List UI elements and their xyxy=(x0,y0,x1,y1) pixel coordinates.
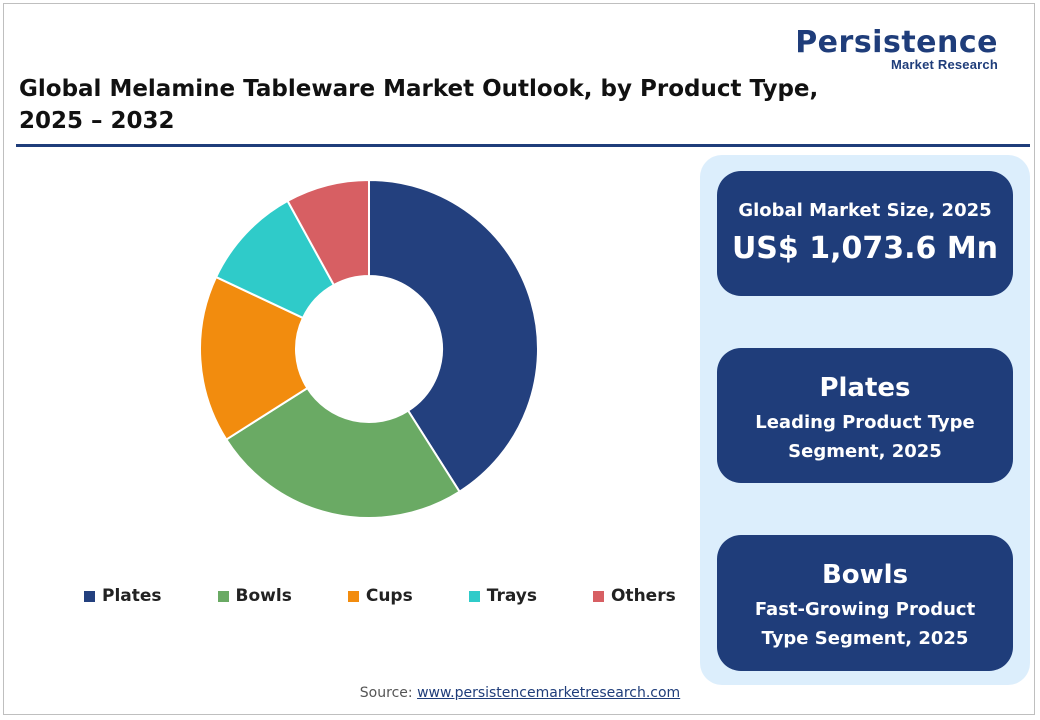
legend-swatch xyxy=(84,590,95,602)
fast-growing-desc-line1: Fast-Growing Product xyxy=(754,599,976,620)
legend-swatch xyxy=(468,590,480,602)
legend-label: Others xyxy=(610,586,676,606)
source-label: Source: xyxy=(359,685,413,701)
market-size-value: US$ 1,073.6 Mn xyxy=(731,231,999,266)
market-size-label: Global Market Size, 2025 xyxy=(738,200,992,221)
legend-swatch xyxy=(592,590,604,602)
legend-swatch xyxy=(347,590,359,602)
legend-label: Plates xyxy=(102,586,162,606)
source-link[interactable]: www.persistencemarketresearch.com xyxy=(417,685,681,701)
slice-others xyxy=(286,178,370,287)
logo-sub-text: Market Research xyxy=(890,57,998,72)
fast-growing-desc-line2: Type Segment, 2025 xyxy=(761,628,969,649)
leading-segment-desc: Leading Product Type Segment, 2025 xyxy=(717,408,1013,466)
legend-label: Trays xyxy=(486,586,537,606)
legend-swatch xyxy=(217,590,229,602)
chart-frame xyxy=(3,3,1035,715)
chart-legend: Plates Bowls Cups Trays Others xyxy=(84,584,676,608)
slice-cups xyxy=(199,275,309,441)
persistence-logo: Persistence Market Research xyxy=(795,25,998,73)
slice-bowls xyxy=(224,386,461,519)
chart-title: Global Melamine Tableware Market Outlook… xyxy=(19,76,819,134)
fast-growing-card: Bowls Fast-Growing Product Type Segment,… xyxy=(717,535,1013,671)
legend-label: Cups xyxy=(365,586,413,606)
fast-growing-desc: Fast-Growing Product Type Segment, 2025 xyxy=(717,595,1013,653)
logo-main-text: Persistence xyxy=(795,25,998,60)
source-note: Source: www.persistencemarketresearch.co… xyxy=(0,685,1040,701)
leading-segment-card: Plates Leading Product Type Segment, 202… xyxy=(717,348,1013,483)
legend-item-cups: Cups xyxy=(347,586,413,606)
leading-segment-desc-line1: Leading Product Type xyxy=(755,412,975,433)
legend-item-bowls: Bowls xyxy=(217,586,292,606)
donut-chart xyxy=(199,178,539,519)
legend-item-others: Others xyxy=(592,586,676,606)
fast-growing-name: Bowls xyxy=(821,560,909,590)
title-divider xyxy=(16,144,1030,147)
legend-item-trays: Trays xyxy=(468,586,537,606)
legend-item-plates: Plates xyxy=(84,586,162,606)
leading-segment-name: Plates xyxy=(819,373,911,403)
market-size-card: Global Market Size, 2025 US$ 1,073.6 Mn xyxy=(717,171,1013,296)
leading-segment-desc-line2: Segment, 2025 xyxy=(788,441,942,462)
legend-label: Bowls xyxy=(235,586,292,606)
